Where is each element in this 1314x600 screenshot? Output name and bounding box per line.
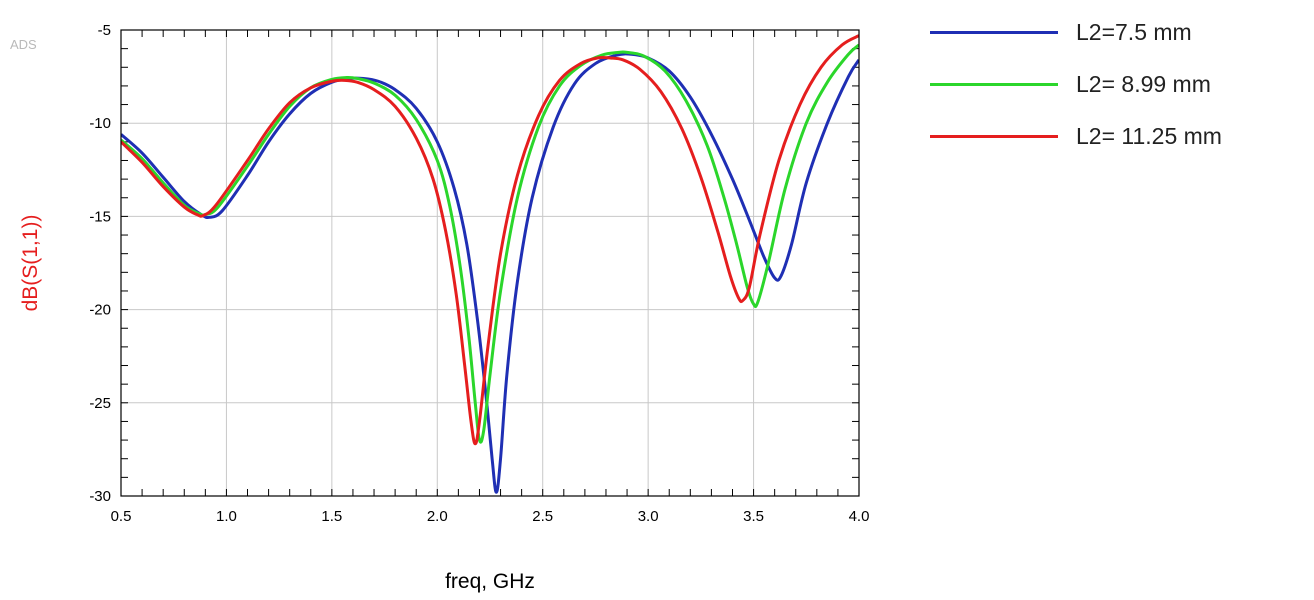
y-tick-label: -10 <box>89 115 111 132</box>
legend: L2=7.5 mm L2= 8.99 mm L2= 11.25 mm <box>930 6 1310 162</box>
x-tick-label: 2.0 <box>427 508 448 525</box>
series-line <box>121 43 859 444</box>
series-line <box>121 34 859 446</box>
chart: ADS 0.5 1.0 1.5 2.0 2.5 3.0 3.5 4.0 -5 -10 -15 -20… <box>10 22 870 593</box>
x-tick-label: 1.5 <box>321 508 342 525</box>
series-lines <box>121 34 859 494</box>
x-tick-label: 0.5 <box>111 508 132 525</box>
y-axis-label: dB(S(1,1)) <box>19 215 42 312</box>
x-tick-label: 4.0 <box>849 508 870 525</box>
legend-item: L2= 8.99 mm <box>930 58 1310 110</box>
legend-swatch <box>930 134 1058 138</box>
legend-label: L2= 8.99 mm <box>1076 70 1211 97</box>
x-axis-label: freq, GHz <box>445 570 535 593</box>
y-tick-label: -15 <box>89 208 111 225</box>
legend-item: L2= 11.25 mm <box>930 110 1310 162</box>
x-tick-labels: 0.5 1.0 1.5 2.0 2.5 3.0 3.5 4.0 <box>111 508 870 525</box>
y-tick-label: -20 <box>89 302 111 319</box>
x-tick-label: 3.5 <box>743 508 764 525</box>
x-tick-label: 2.5 <box>532 508 553 525</box>
ads-watermark: ADS <box>10 37 37 52</box>
y-tick-label: -25 <box>89 395 111 412</box>
y-tick-labels: -5 -10 -15 -20 -25 -30 <box>89 22 111 505</box>
y-tick-label: -5 <box>98 22 111 39</box>
legend-label: L2=7.5 mm <box>1076 18 1192 45</box>
plot-frame <box>120 29 860 497</box>
y-tick-label: -30 <box>89 488 111 505</box>
legend-swatch <box>930 30 1058 34</box>
x-tick-label: 1.0 <box>216 508 237 525</box>
legend-item: L2=7.5 mm <box>930 6 1310 58</box>
legend-label: L2= 11.25 mm <box>1076 122 1222 149</box>
series-line <box>121 52 859 494</box>
x-tick-label: 3.0 <box>638 508 659 525</box>
legend-swatch <box>930 82 1058 86</box>
